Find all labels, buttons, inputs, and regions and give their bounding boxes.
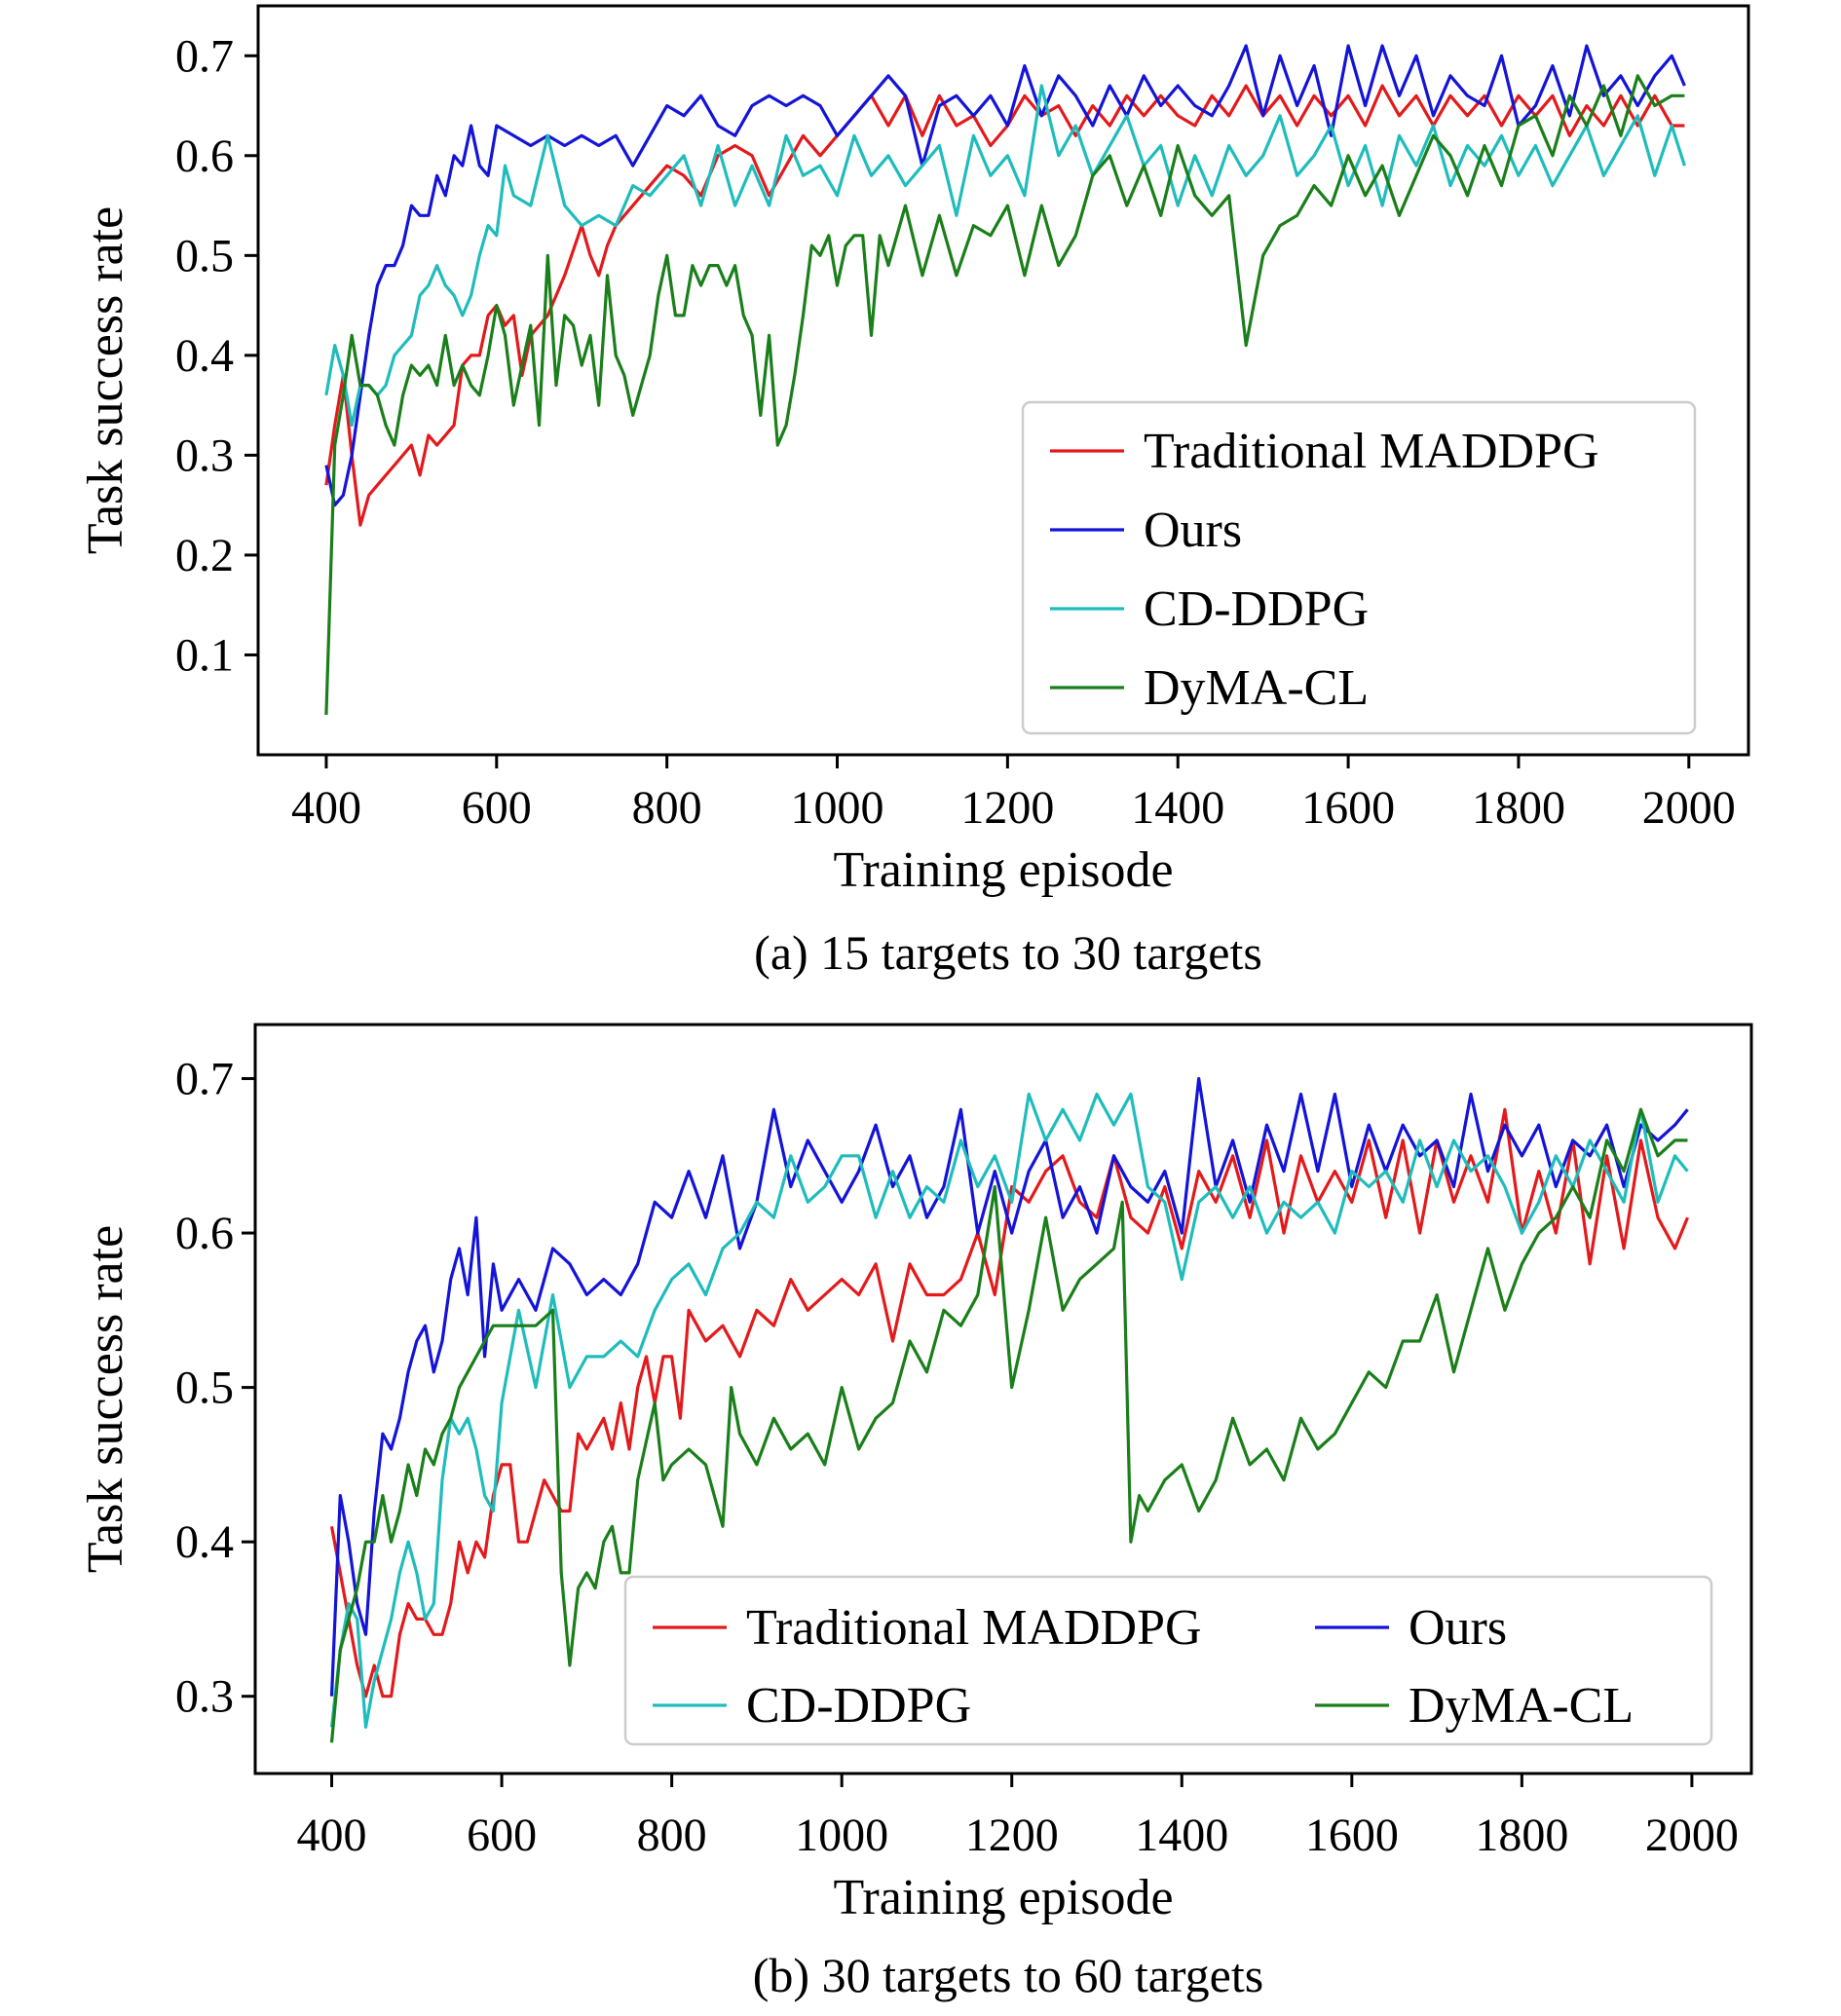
legend-label-cd-ddpg: CD-DDPG — [746, 1678, 971, 1734]
plot-frame — [256, 4, 1750, 757]
series-group — [324, 44, 1686, 716]
legend-label-ours: Ours — [1409, 1600, 1507, 1656]
x-tick-label: 1200 — [960, 782, 1054, 834]
x-tick-label: 800 — [632, 782, 702, 834]
panel-caption: (a) 15 targets to 30 targets — [754, 925, 1262, 980]
y-axis-label: Task success rate — [78, 206, 133, 554]
y-tick-label: 0.3 — [175, 429, 234, 481]
panel-b: 400 600 800 1000 1200 1400 1600 1800 2000 0.3 0.4 0… — [78, 1023, 1753, 2002]
x-tick-label: 1200 — [965, 1810, 1059, 1861]
x-tick-label: 1800 — [1472, 782, 1565, 834]
y-tick-label: 0.6 — [175, 131, 234, 182]
legend-frame — [1021, 400, 1697, 735]
x-axis-label: Training episode — [833, 1870, 1173, 1925]
x-tick-label: 1000 — [791, 782, 884, 834]
y-tick-label: 0.7 — [175, 1053, 234, 1104]
series-line-cd-ddpg — [329, 1092, 1689, 1729]
x-tick-label: 1800 — [1475, 1810, 1568, 1861]
x-tick-label: 400 — [291, 782, 361, 834]
series-line-ours — [329, 1076, 1689, 1697]
panel-caption: (b) 30 targets to 60 targets — [753, 1948, 1263, 2002]
legend-frame — [623, 1575, 1713, 1746]
series-line-traditional-maddpg — [329, 1107, 1689, 1699]
plot-frame — [253, 1023, 1753, 1775]
y-tick-label: 0.5 — [175, 1363, 234, 1414]
y-tick-label: 0.7 — [175, 30, 234, 82]
x-tick-label: 800 — [637, 1810, 707, 1861]
series-group — [329, 1076, 1689, 1743]
x-tick-label: 2000 — [1645, 1810, 1739, 1861]
series-line-dyma-cl — [324, 74, 1685, 716]
x-axis-label: Training episode — [833, 842, 1173, 898]
y-axis-label: Task success rate — [78, 1225, 133, 1573]
x-tick-label: 600 — [467, 1810, 537, 1861]
x-tick-label: 1600 — [1301, 782, 1395, 834]
legend-label-cd-ddpg: CD-DDPG — [1144, 581, 1369, 637]
legend: Traditional MADDPG Ours CD-DDPG DyMA-CL — [1021, 400, 1697, 735]
y-tick-label: 0.6 — [175, 1208, 234, 1259]
y-tick-label: 0.1 — [175, 629, 234, 681]
x-tick-label: 2000 — [1642, 782, 1736, 834]
legend-label-traditional-maddpg: Traditional MADDPG — [1144, 424, 1599, 479]
x-tick-label: 1400 — [1131, 782, 1224, 834]
panel-a: 400 600 800 1000 1200 1400 1600 1800 2000 0.1 0.2 0… — [78, 4, 1750, 980]
series-line-dyma-cl — [329, 1107, 1688, 1743]
legend-label-traditional-maddpg: Traditional MADDPG — [746, 1600, 1202, 1656]
x-tick-label: 600 — [462, 782, 532, 834]
legend-label-dyma-cl: DyMA-CL — [1409, 1678, 1634, 1734]
x-tick-label: 1400 — [1135, 1810, 1228, 1861]
x-tick-label: 400 — [297, 1810, 367, 1861]
series-line-cd-ddpg — [324, 84, 1686, 428]
y-tick-label: 0.4 — [175, 330, 234, 382]
y-tick-label: 0.4 — [175, 1516, 234, 1568]
x-tick-label: 1600 — [1305, 1810, 1399, 1861]
y-tick-label: 0.5 — [175, 230, 234, 281]
legend-label-dyma-cl: DyMA-CL — [1144, 660, 1369, 716]
y-tick-label: 0.2 — [175, 530, 234, 581]
x-tick-label: 1000 — [795, 1810, 888, 1861]
legend: Traditional MADDPG Ours CD-DDPG DyMA-CL — [623, 1575, 1713, 1746]
y-tick-label: 0.3 — [175, 1671, 234, 1723]
series-line-traditional-maddpg — [324, 84, 1685, 527]
legend-label-ours: Ours — [1144, 503, 1242, 558]
